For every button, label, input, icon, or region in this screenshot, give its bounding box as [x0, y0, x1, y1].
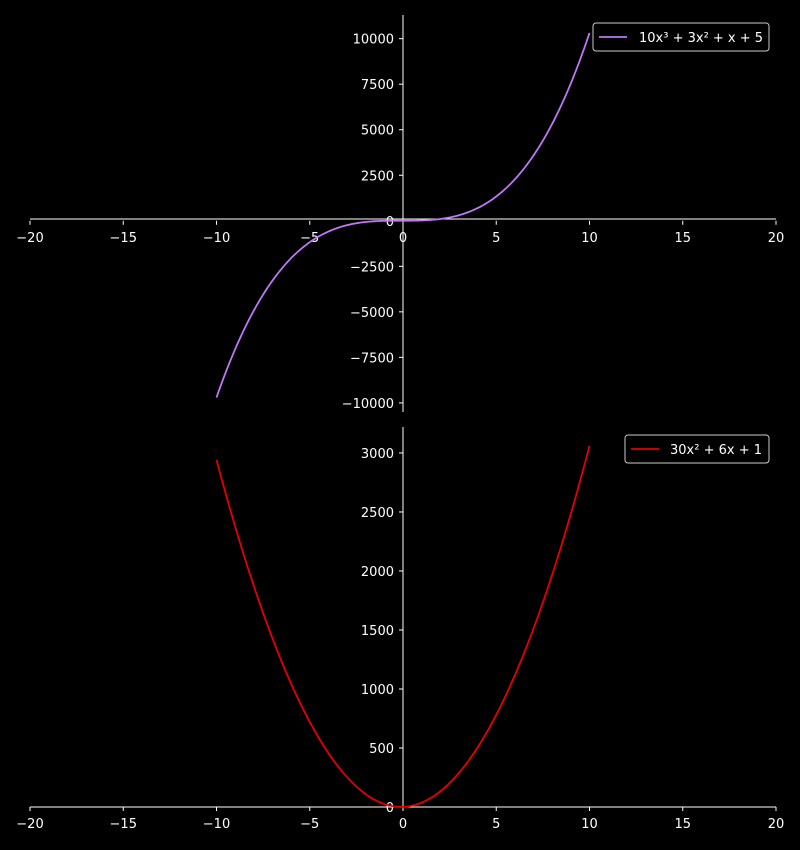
quadratic-plot: −20 −15 −10 −5 0 5 10 15 20 3000 2500 2000 1500 1000… — [16, 427, 784, 832]
cubic-plot-x-tick-label: −20 — [16, 231, 43, 246]
quadratic-plot-y-tick-label: 1500 — [361, 624, 394, 639]
cubic-plot-series — [215, 32, 591, 398]
cubic-plot-x-tick-label: −5 — [300, 231, 319, 246]
quadratic-plot-series — [215, 445, 591, 808]
cubic-plot-legend-box — [592, 22, 770, 52]
quadratic-plot-y-tick-label: 1000 — [361, 683, 394, 698]
quadratic-plot-y-tick-label: 0 — [386, 801, 394, 816]
cubic-plot-y-tick-label: 2500 — [361, 169, 394, 184]
quadratic-plot-x-tick-label: −15 — [110, 817, 137, 832]
quadratic-plot-x-tick-label: 20 — [768, 817, 785, 832]
cubic-plot-x-tick-label: 15 — [674, 231, 691, 246]
cubic-plot: −20 −15 −10 −5 0 5 10 15 20 100007500500025000−2… — [16, 15, 784, 412]
quadratic-plot-x-tick-label: 5 — [492, 817, 500, 832]
cubic-plot-y-tick-label: 0 — [386, 215, 394, 230]
cubic-plot-x-tick-label: 0 — [399, 231, 407, 246]
cubic-plot-x-ticks: −20 −15 −10 −5 0 5 10 15 20 — [16, 220, 785, 246]
cubic-plot-x-tick-label: 5 — [492, 231, 500, 246]
cubic-plot-y-tick-label: −10000 — [342, 397, 394, 412]
cubic-plot-y-tick-label: 7500 — [361, 78, 394, 93]
cubic-plot-x-tick-label: 10 — [581, 231, 598, 246]
cubic-plot-x-tick-label: 20 — [768, 231, 785, 246]
quadratic-plot-x-tick-label: 15 — [674, 817, 691, 832]
quadratic-plot-x-tick-label: 10 — [581, 817, 598, 832]
cubic-plot-legend: 10x³ + 3x² + x + 5 — [592, 22, 770, 52]
quadratic-plot-x-tick-label: 0 — [399, 817, 407, 832]
quadratic-plot-legend-label: 30x² + 6x + 1 — [670, 443, 762, 458]
cubic-plot-x-tick-label: −10 — [203, 231, 230, 246]
quadratic-plot-x-tick-label: −20 — [16, 817, 43, 832]
cubic-plot-y-tick-label: −7500 — [350, 351, 394, 366]
cubic-plot-y-tick-label: 5000 — [361, 124, 394, 139]
cubic-plot-legend-label: 10x³ + 3x² + x + 5 — [639, 31, 763, 46]
quadratic-plot-y-tick-label: 3000 — [361, 447, 394, 462]
quadratic-plot-x-ticks: −20 −15 −10 −5 0 5 10 15 20 — [16, 807, 784, 832]
cubic-plot-x-tick-label: −15 — [110, 231, 137, 246]
quadratic-plot-x-tick-label: −5 — [300, 817, 319, 832]
quadratic-plot-y-tick-label: 2000 — [361, 565, 394, 580]
cubic-plot-y-tick-label: −2500 — [350, 260, 394, 275]
quadratic-plot-series-line-0 — [215, 445, 591, 808]
cubic-plot-y-tick-label: 10000 — [353, 33, 394, 48]
quadratic-plot-legend-box — [624, 434, 770, 464]
cubic-plot-y-ticks: 10000 7500 5000 2500 0 −2500 −5000 −7500 −10000 — [342, 33, 403, 412]
quadratic-plot-y-tick-label: 500 — [369, 742, 394, 757]
quadratic-plot-y-ticks: 3000 2500 2000 1500 1000 500 0 — [361, 447, 403, 816]
quadratic-plot-y-tick-label: 2500 — [361, 506, 394, 521]
cubic-plot-series-line-0 — [215, 32, 591, 398]
quadratic-plot-x-tick-label: −10 — [203, 817, 230, 832]
cubic-plot-y-tick-label: −5000 — [350, 306, 394, 321]
quadratic-plot-legend: 30x² + 6x + 1 — [624, 434, 770, 464]
